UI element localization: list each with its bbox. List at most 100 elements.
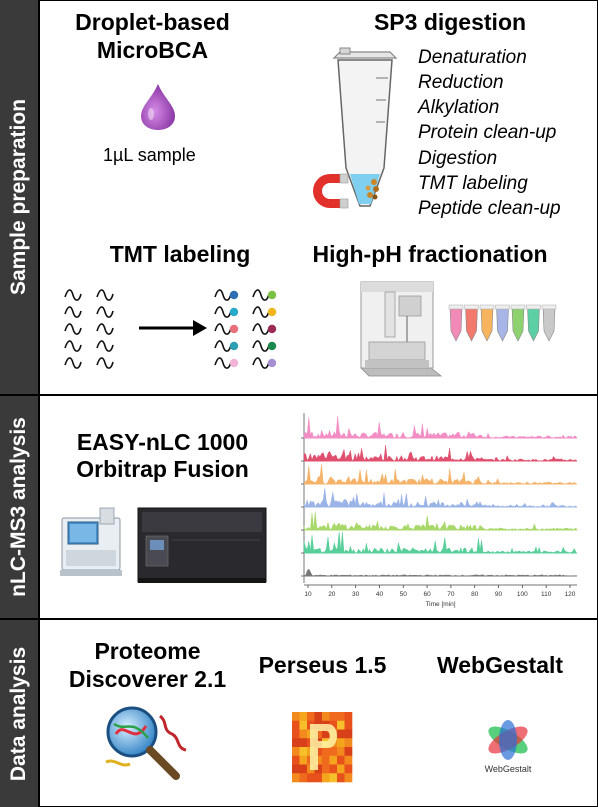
perseus-logo-cell (337, 747, 345, 757)
perseus-logo-cell (344, 729, 353, 739)
peptide-unlabeled (64, 340, 82, 352)
tube-icon (332, 47, 398, 207)
chromatogram-trace (303, 464, 577, 485)
sp3-step-5: Digestion (418, 148, 498, 169)
perseus-logo-letter-icon (310, 724, 337, 770)
peptide-unlabeled (96, 357, 114, 369)
peptide-labeled (214, 340, 232, 352)
x-tick-label: 90 (495, 591, 503, 598)
perseus-logo-cell (337, 764, 345, 774)
tmt-tag (267, 290, 277, 300)
perseus-logo-cell (329, 764, 338, 774)
perseus-logo-cell (307, 712, 315, 722)
perseus-logo-cell (344, 764, 353, 774)
fraction-tube (449, 306, 463, 342)
chromatogram-trace (303, 511, 578, 531)
sp3-title: SP3 digestion (373, 9, 527, 35)
tmt-tag (267, 324, 277, 334)
perseus-logo-cell (292, 764, 300, 774)
fraction-tube-cap (464, 304, 479, 310)
perseus-logo-cell (314, 747, 323, 757)
perseus-logo-cell (292, 720, 300, 730)
fraction-tube (465, 306, 478, 342)
fraction-tube-cap (495, 304, 510, 310)
x-tick-label: 50 (400, 591, 408, 598)
perseus-logo-cell (344, 773, 353, 783)
perseus-logo-cell (299, 764, 308, 774)
peptide-labeled (252, 306, 270, 318)
x-tick-label: 120 (565, 591, 576, 598)
sample-volume-label: 1µL sample (103, 145, 196, 165)
x-axis-label: Time [min] (425, 601, 455, 608)
fractionation-instrument-icon (360, 281, 443, 377)
perseus-logo-cell (329, 755, 338, 765)
perseus-logo-cell (337, 720, 345, 730)
perseus-logo-cell (322, 747, 330, 757)
perseus-logo-cell (299, 738, 308, 748)
perseus-logo-cell (299, 773, 308, 783)
perseus-logo-cell (329, 747, 338, 757)
perseus-logo-cell (292, 738, 300, 748)
perseus-logo-cell (344, 720, 353, 730)
arrow-head-icon (193, 320, 207, 336)
fraction-tube (527, 306, 540, 342)
perseus-logo-cell (337, 755, 345, 765)
perseus-logo-cell (344, 712, 353, 722)
perseus-logo-cell (337, 729, 345, 739)
peptide-unlabeled (96, 323, 114, 335)
tmt-labeling-illustration (64, 289, 277, 369)
perseus-logo-cell (292, 755, 300, 765)
perseus-logo-cell (329, 712, 338, 722)
peptide-unlabeled (96, 289, 114, 301)
divider-1 (0, 394, 598, 396)
divider-vertical (38, 0, 40, 807)
peptide-labeled (252, 289, 270, 301)
section-label-data-analysis: Data analysis (7, 646, 30, 781)
chromatogram-trace (303, 416, 578, 439)
droplet-icon (141, 84, 175, 130)
perseus-logo-cell (314, 755, 323, 765)
perseus-logo-cell (322, 755, 330, 765)
perseus-logo-cell (337, 712, 345, 722)
sp3-step-1: Denaturation (418, 47, 527, 68)
section-bar-data-analysis: Data analysis (0, 620, 38, 807)
chromatogram-trace (303, 445, 578, 462)
tmt-tag (229, 358, 239, 368)
peptide-unlabeled (64, 306, 82, 318)
peptide-unlabeled (64, 289, 82, 301)
x-tick-label: 70 (447, 591, 455, 598)
tmt-tag (267, 358, 277, 368)
lcms-title-line1: EASY-nLC 1000 (76, 429, 249, 455)
peptide-labeled (252, 357, 270, 369)
fraction-tube (542, 306, 556, 342)
tmt-title: TMT labeling (109, 241, 251, 267)
perseus-title: Perseus 1.5 (258, 652, 387, 678)
peptide-labeled (214, 306, 232, 318)
peptide-unlabeled (96, 340, 114, 352)
chromatogram-trace (303, 568, 578, 577)
perseus-logo-cell (344, 747, 353, 757)
x-tick-label: 80 (471, 591, 479, 598)
chromatogram-trace (303, 531, 578, 554)
fraction-tube-cap (510, 304, 526, 310)
perseus-logo-cell (299, 720, 308, 730)
section-bar-nlc-ms3: nLC-MS3 analysis (0, 396, 38, 618)
x-tick-label: 60 (423, 591, 431, 598)
perseus-logo-cell (344, 738, 353, 748)
perseus-logo-cell (314, 773, 323, 783)
peptide-labeled (214, 323, 232, 335)
tmt-tag (229, 307, 239, 317)
perseus-logo-cell (292, 773, 300, 783)
sp3-step-7: Peptide clean-up (418, 198, 561, 219)
perseus-logo-cell (322, 712, 330, 722)
peptide-labeled (214, 357, 232, 369)
fraction-tube (496, 306, 509, 342)
peptide-labeled (214, 289, 232, 301)
fraction-tube (511, 306, 525, 342)
webgestalt-title: WebGestalt (436, 652, 564, 678)
tmt-tag (267, 341, 277, 351)
fraction-tube-cap (448, 304, 464, 310)
divider-2 (0, 618, 598, 620)
perseus-logo-cell (329, 720, 338, 730)
x-tick-label: 110 (541, 591, 552, 598)
